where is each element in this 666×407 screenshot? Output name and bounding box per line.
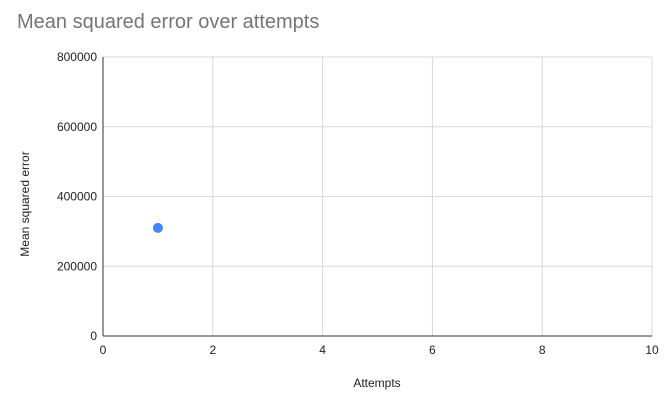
y-tick-label-3: 600000 (57, 120, 97, 134)
x-tick-label-2: 4 (319, 343, 326, 357)
y-tick-label-2: 400000 (57, 190, 97, 204)
y-tick-labels: 0 200000 400000 600000 800000 (57, 50, 97, 343)
x-tick-label-0: 0 (100, 343, 107, 357)
grid-lines (103, 56, 653, 336)
y-tick-label-4: 800000 (57, 50, 97, 64)
x-tick-label-5: 10 (645, 343, 659, 357)
y-axis-title: Mean squared error (18, 151, 32, 256)
y-tick-label-1: 200000 (57, 259, 97, 273)
x-tick-label-4: 8 (539, 343, 546, 357)
chart-title: Mean squared error over attempts (17, 11, 320, 33)
y-tick-label-0: 0 (90, 329, 97, 343)
x-axis-title: Attempts (353, 376, 400, 390)
x-tick-label-3: 6 (429, 343, 436, 357)
axes (102, 57, 652, 337)
data-point-0-0 (152, 222, 163, 233)
data-points (152, 222, 163, 233)
x-tick-label-1: 2 (209, 343, 216, 357)
x-tick-labels: 0 2 4 6 8 10 (100, 343, 659, 357)
